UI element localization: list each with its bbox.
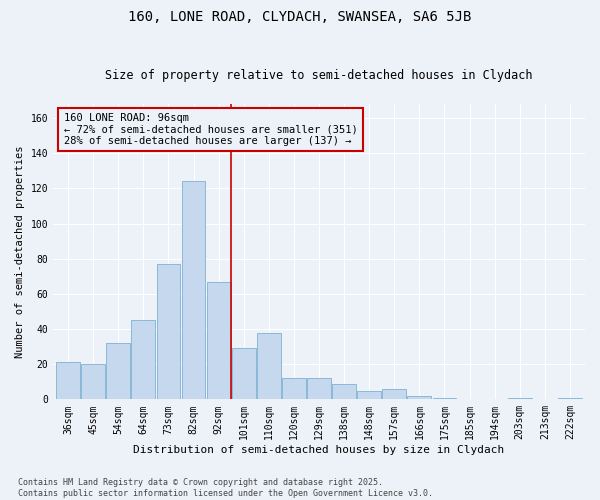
Text: 160 LONE ROAD: 96sqm
← 72% of semi-detached houses are smaller (351)
28% of semi: 160 LONE ROAD: 96sqm ← 72% of semi-detac… (64, 113, 358, 146)
Bar (157, 264, 181, 400)
X-axis label: Distribution of semi-detached houses by size in Clydach: Distribution of semi-detached houses by … (133, 445, 505, 455)
Title: Size of property relative to semi-detached houses in Clydach: Size of property relative to semi-detach… (105, 69, 533, 82)
Bar (56, 362, 80, 400)
Bar (307, 378, 331, 400)
Bar (332, 384, 356, 400)
Bar (558, 398, 582, 400)
Bar (106, 343, 130, 400)
Bar (232, 348, 256, 400)
Bar (207, 282, 230, 400)
Bar (433, 398, 457, 400)
Bar (131, 320, 155, 400)
Bar (282, 378, 306, 400)
Bar (81, 364, 105, 400)
Text: 160, LONE ROAD, CLYDACH, SWANSEA, SA6 5JB: 160, LONE ROAD, CLYDACH, SWANSEA, SA6 5J… (128, 10, 472, 24)
Bar (508, 398, 532, 400)
Bar (257, 332, 281, 400)
Text: Contains HM Land Registry data © Crown copyright and database right 2025.
Contai: Contains HM Land Registry data © Crown c… (18, 478, 433, 498)
Bar (407, 396, 431, 400)
Bar (182, 182, 205, 400)
Y-axis label: Number of semi-detached properties: Number of semi-detached properties (15, 146, 25, 358)
Bar (357, 390, 381, 400)
Bar (382, 389, 406, 400)
